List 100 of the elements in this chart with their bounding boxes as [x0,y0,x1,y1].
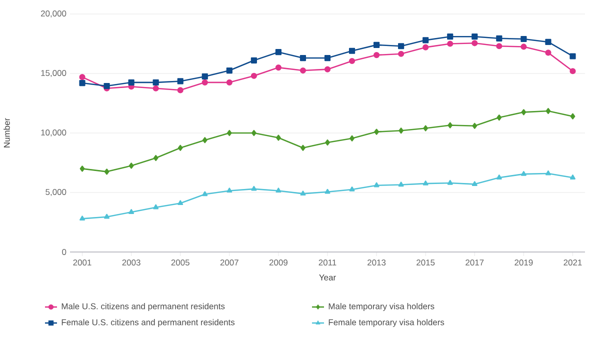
point [447,34,454,40]
legend-label: Male U.S. citizens and permanent residents [62,303,225,311]
x-tick-label: 2021 [564,260,582,266]
point [324,188,330,194]
point [570,113,576,120]
point [177,87,184,94]
point [178,200,184,206]
x-tick-label: 2015 [416,260,435,266]
point [79,74,86,80]
x-tick-label: 2007 [220,260,238,266]
point [178,144,183,151]
point [447,40,454,47]
x-tick-label: 2013 [368,260,386,266]
point [546,108,551,114]
point [202,137,208,144]
point [276,188,282,193]
point [153,154,158,162]
point [398,128,404,134]
point [447,180,453,185]
point [521,109,526,116]
x-tick-label: 2019 [514,260,533,266]
point [251,130,256,136]
point [348,58,356,64]
legend-label: Male temporary visa holders [328,303,434,311]
point [472,181,478,186]
point [80,166,85,172]
point [350,135,354,142]
point [104,214,110,219]
x-tick-label: 2003 [122,260,140,266]
point [128,209,134,214]
point [251,186,257,191]
point [422,37,429,44]
point [448,122,453,128]
point [202,191,208,196]
point [300,144,306,151]
point [324,54,331,62]
point [275,49,282,56]
point [398,182,404,187]
point [422,180,428,186]
point [570,53,576,60]
x-tick-label: 2009 [269,260,288,266]
point [128,79,134,86]
point [374,128,379,135]
y-tick-label: 15,000 [41,70,66,77]
x-tick-label: 2011 [318,260,336,266]
point [226,79,232,86]
point [300,67,306,74]
point [570,68,576,74]
legend-label: Female U.S. citizens and permanent residents [62,319,235,327]
point [348,48,356,54]
y-tick-label: 20,000 [41,10,66,18]
point [226,67,232,74]
point [226,188,232,193]
point [325,139,330,146]
point [472,34,478,40]
point [545,170,551,176]
point [423,125,428,132]
point [374,182,380,188]
point [250,72,257,79]
x-axis-title: Year [319,274,336,280]
point [152,85,159,92]
point [349,186,355,192]
point [300,54,306,62]
point [472,122,478,129]
point [545,50,552,56]
point [422,44,429,50]
point [128,162,134,169]
point [104,82,110,90]
point [570,174,576,180]
point [104,168,110,175]
point [496,43,502,50]
point [496,174,502,180]
point [300,190,306,196]
y-tick-label: 10,000 [41,130,66,136]
point [520,171,526,176]
point [520,44,527,50]
point [374,42,380,48]
x-tick-label: 2001 [73,260,92,266]
point [545,38,552,46]
x-tick-label: 2017 [466,260,484,266]
point [374,52,380,58]
point [202,79,208,86]
y-tick-label: 5,000 [46,189,66,196]
point [79,80,86,86]
point [324,66,331,72]
point [398,50,404,57]
x-tick-label: 2005 [171,260,190,266]
point [276,134,281,141]
point [275,64,282,71]
point [496,114,502,121]
legend-label: Female temporary visa holders [328,319,444,327]
point [472,40,478,46]
point [152,79,159,86]
point [226,130,232,136]
point [153,204,159,210]
point [496,35,502,42]
point [520,36,527,42]
point [177,78,184,84]
point [202,73,208,80]
point [250,57,257,64]
